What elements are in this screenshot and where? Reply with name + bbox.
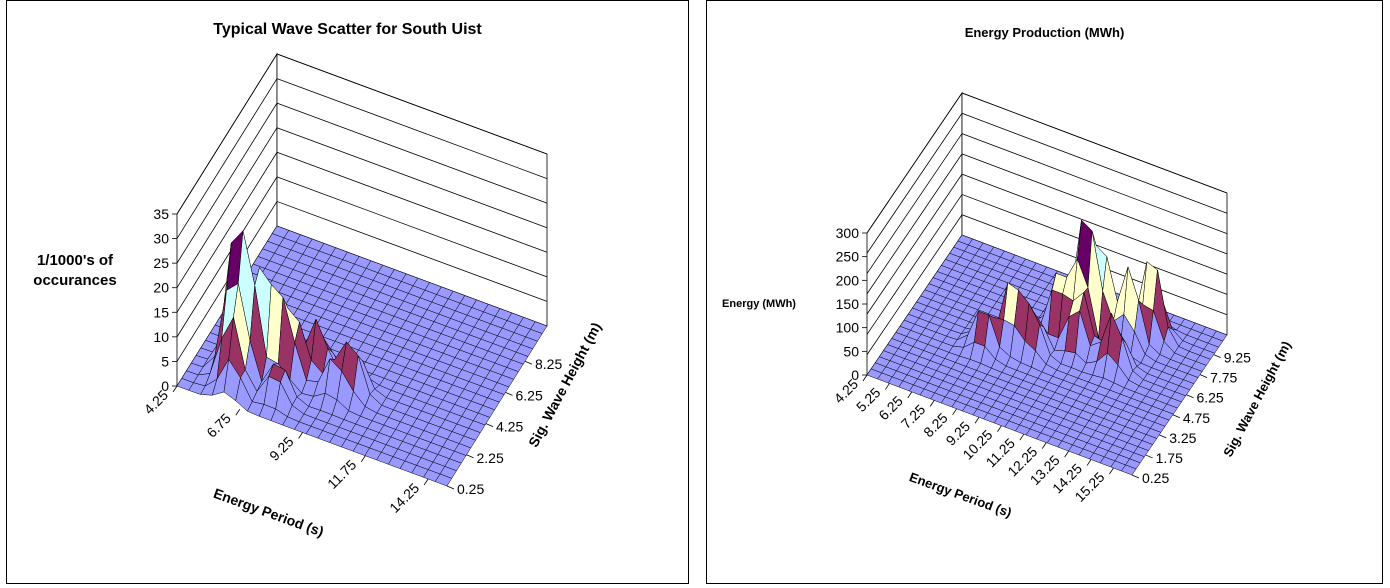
z-axis: 0 50 100 150 200 250 300 Energy (MWh) (722, 225, 867, 383)
surface-mesh (866, 219, 1228, 476)
z-axis: 0 5 10 15 20 25 30 35 1/1000's of occurances (33, 206, 177, 394)
y-tick (485, 423, 494, 427)
y-tick (1131, 474, 1140, 479)
z-tick-label: 300 (836, 225, 860, 241)
x-axis-label: Energy Period (s) (212, 485, 326, 540)
x-tick (1086, 459, 1092, 466)
y-tick (1159, 434, 1167, 439)
z-tick-label: 150 (836, 296, 860, 312)
x-tick (172, 385, 178, 393)
wall-gridline (866, 173, 1228, 315)
x-tick (907, 391, 913, 399)
x-tick (235, 409, 241, 416)
z-tick-label: 35 (153, 206, 169, 222)
y-tick-label: 0.25 (457, 481, 484, 497)
y-tick-label: 3.25 (1169, 430, 1196, 446)
z-tick-label: 10 (153, 329, 169, 345)
z-tick-label: 5 (161, 353, 169, 369)
wall-gridline (176, 53, 548, 215)
x-tick (862, 374, 868, 382)
x-tick (423, 478, 429, 486)
x-tick (1109, 467, 1114, 475)
wall-gridline (866, 92, 1228, 234)
wall-gridline (866, 153, 1228, 295)
x-tick (1019, 433, 1025, 441)
y-tick-label: 8.25 (535, 356, 562, 372)
back-walls (866, 91, 1228, 377)
wall-gridline (866, 133, 1228, 274)
y-tick (466, 454, 474, 459)
x-tick (997, 425, 1002, 432)
y-tick (505, 392, 513, 396)
z-tick-label: 25 (153, 255, 169, 271)
x-tick (298, 432, 303, 439)
y-tick-label: 2.25 (477, 450, 504, 466)
z-axis-label: Energy (MWh) (722, 298, 796, 310)
y-tick (1172, 414, 1181, 419)
x-tick (1041, 442, 1047, 449)
y-tick-label: 1.75 (1156, 450, 1183, 466)
surface-cell (434, 473, 453, 487)
surface-cell (1121, 464, 1137, 476)
x-tick (929, 400, 935, 407)
z-tick-label: 0 (161, 378, 169, 394)
x-tick (1064, 450, 1069, 458)
y-tick (446, 485, 455, 490)
z-tick-label: 20 (153, 280, 169, 296)
y-tick (1186, 394, 1194, 399)
wall-gridline (176, 102, 548, 264)
z-axis-label: occurances (33, 272, 116, 289)
wall-gridline (176, 127, 548, 288)
x-tick-label: 11.75 (324, 456, 360, 492)
wall-gridline (176, 151, 548, 313)
wall-gridline (866, 214, 1228, 355)
wave-scatter-chart-panel: Typical Wave Scatter for South Uist 0 5 10… (6, 0, 689, 584)
wall-gridline (866, 112, 1228, 254)
z-tick-label: 200 (836, 272, 860, 288)
x-tick (952, 408, 957, 416)
y-tick (1145, 454, 1153, 459)
energy-production-chart-panel: Energy Production (MWh) 0 50 100 150 200 250 3… (706, 0, 1383, 584)
y-tick-label: 0.25 (1142, 470, 1169, 486)
z-tick-label: 50 (843, 343, 859, 359)
y-tick-label: 6.25 (1196, 390, 1223, 406)
y-tick (1199, 374, 1208, 379)
wall-gridline (176, 176, 548, 338)
back-walls (176, 52, 548, 388)
z-tick-label: 0 (851, 367, 859, 383)
y-tick (1213, 354, 1221, 358)
z-tick-label: 100 (836, 320, 860, 336)
wall-gridline (176, 78, 548, 239)
x-tick-label: 6.75 (203, 410, 234, 441)
y-tick-label: 4.25 (496, 419, 523, 435)
y-tick-label: 4.75 (1183, 410, 1210, 426)
wave-scatter-surface-plot: 0 5 10 15 20 25 30 35 1/1000's of occurances 4.25 6… (33, 52, 604, 540)
chart-title: Typical Wave Scatter for South Uist (213, 21, 482, 38)
x-tick (360, 455, 366, 462)
x-tick (974, 417, 980, 424)
wall-gridline (176, 200, 548, 362)
wall-gridline (866, 193, 1228, 335)
z-tick-label: 30 (153, 231, 169, 247)
chart-title: Energy Production (MWh) (964, 25, 1125, 40)
z-tick-label: 15 (153, 304, 169, 320)
z-tick-label: 250 (836, 249, 860, 265)
x-axis-label: Energy Period (s) (907, 469, 1013, 520)
surface-mesh (176, 225, 548, 487)
x-tick-label: 9.25 (266, 433, 297, 464)
y-tick-label: 7.75 (1210, 370, 1237, 386)
y-tick-label: 9.25 (1224, 350, 1251, 366)
z-axis-label: 1/1000's of (37, 252, 114, 269)
y-tick (524, 360, 533, 365)
x-tick (885, 383, 890, 390)
y-tick-label: 6.25 (516, 387, 543, 403)
x-tick-label: 14.25 (386, 480, 422, 516)
